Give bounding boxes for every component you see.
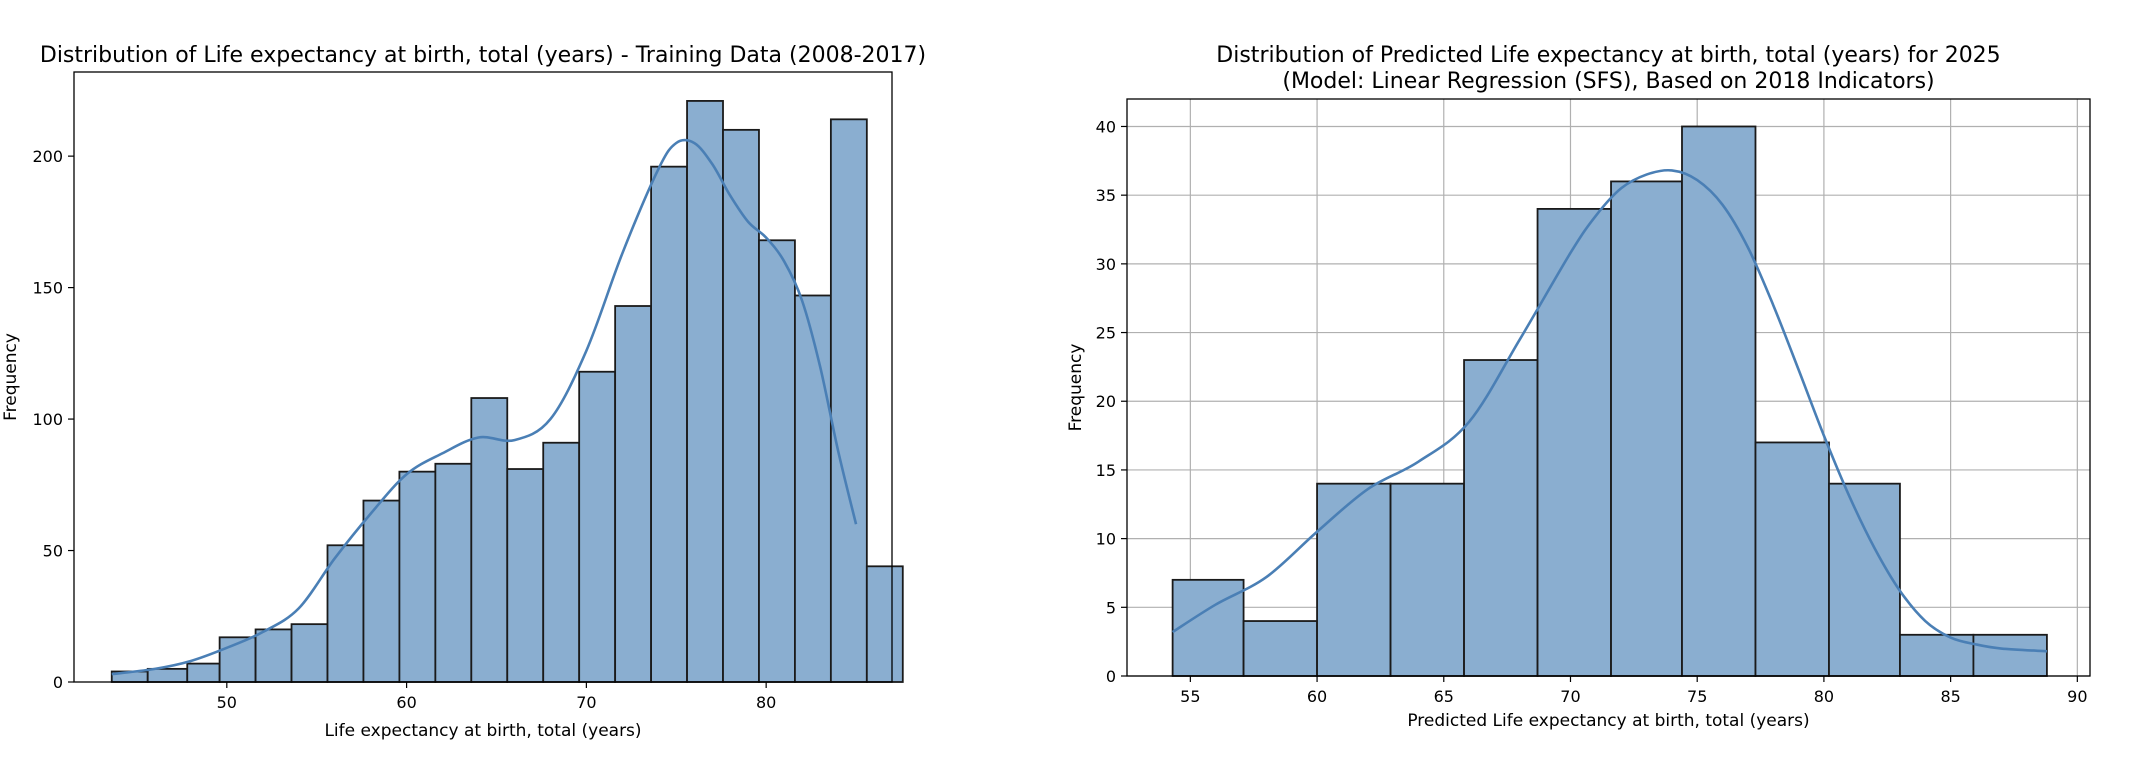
histogram-bar: [865, 565, 904, 683]
x-tick-label: 85: [1940, 687, 1960, 706]
x-tick-label: 50: [217, 693, 237, 712]
x-tick-label: 60: [1307, 687, 1327, 706]
chart-title: Distribution of Life expectancy at birth…: [40, 43, 926, 68]
y-tick-label: 35: [1096, 186, 1116, 205]
x-tick-label: 65: [1434, 687, 1454, 706]
kde-curve: [1171, 168, 2047, 653]
histogram-bar: [254, 628, 293, 683]
x-axis-label: Predicted Life expectancy at birth, tota…: [1407, 711, 1809, 731]
chart-subtitle: (Model: Linear Regression (SFS), Based o…: [1282, 69, 1934, 94]
histogram-bar: [1242, 620, 1318, 677]
chart-prediction-histogram: 55 60 65 70 75 80 85 90 0 5 10 15 20 25 30 35 40 Distri…: [1066, 43, 2091, 731]
histogram-bar: [1828, 482, 1901, 677]
x-tick-label: 55: [1180, 687, 1200, 706]
y-tick-label: 50: [43, 542, 63, 561]
histogram-bar: [1463, 359, 1539, 677]
histogram-bar: [362, 499, 401, 683]
y-tick-label: 30: [1096, 255, 1116, 274]
y-tick-label: 15: [1096, 461, 1116, 480]
x-tick-label: 80: [756, 693, 776, 712]
histogram-bar: [1972, 633, 2048, 677]
y-tick-label: 5: [1106, 598, 1116, 617]
histogram-bar: [398, 470, 437, 683]
x-tick-label: 70: [576, 693, 596, 712]
histogram-bar: [434, 462, 473, 683]
kde-curve: [111, 138, 858, 676]
y-tick-label: 0: [1106, 667, 1116, 686]
y-tick-label: 0: [53, 673, 63, 692]
histogram-bar: [686, 100, 724, 683]
y-tick-label: 100: [32, 410, 63, 429]
histogram-bar: [650, 165, 688, 683]
x-tick-label: 60: [396, 693, 416, 712]
histogram-bar: [1681, 125, 1757, 677]
y-tick-label: 40: [1096, 117, 1116, 136]
histogram-bar: [758, 239, 796, 683]
x-tick-label: 70: [1560, 687, 1580, 706]
histogram-bar: [506, 468, 545, 683]
histogram-bar: [1536, 208, 1612, 677]
y-axis-label: Frequency: [1, 333, 21, 421]
histogram-bar: [146, 667, 189, 683]
histogram-bar: [614, 305, 652, 683]
y-tick-label: 20: [1096, 392, 1116, 411]
histogram-bar: [794, 294, 832, 683]
x-axis-label: Life expectancy at birth, total (years): [324, 721, 641, 741]
histogram-bar: [542, 441, 581, 683]
y-axis-label: Frequency: [1066, 344, 1086, 432]
chart-title: Distribution of Predicted Life expectanc…: [1216, 43, 2000, 68]
y-tick-label: 150: [32, 279, 63, 298]
histogram-bar: [1754, 441, 1830, 677]
histogram-bar: [186, 662, 221, 683]
x-tick-label: 90: [2067, 687, 2087, 706]
histogram-bar: [1610, 180, 1683, 677]
histogram-bar: [829, 118, 868, 683]
histogram-bar: [290, 623, 329, 683]
histogram-bar: [1316, 482, 1392, 677]
y-tick-label: 25: [1096, 324, 1116, 343]
chart-training-histogram: 50 60 70 80 0 50 100 150 200 Distribution of Li…: [1, 43, 926, 741]
histogram-bar: [1389, 482, 1465, 677]
histogram-bar: [578, 370, 617, 683]
y-tick-label: 10: [1096, 530, 1116, 549]
y-tick-label: 200: [32, 147, 63, 166]
x-tick-label: 80: [1814, 687, 1834, 706]
x-tick-label: 75: [1687, 687, 1707, 706]
histogram-bar: [326, 544, 365, 683]
